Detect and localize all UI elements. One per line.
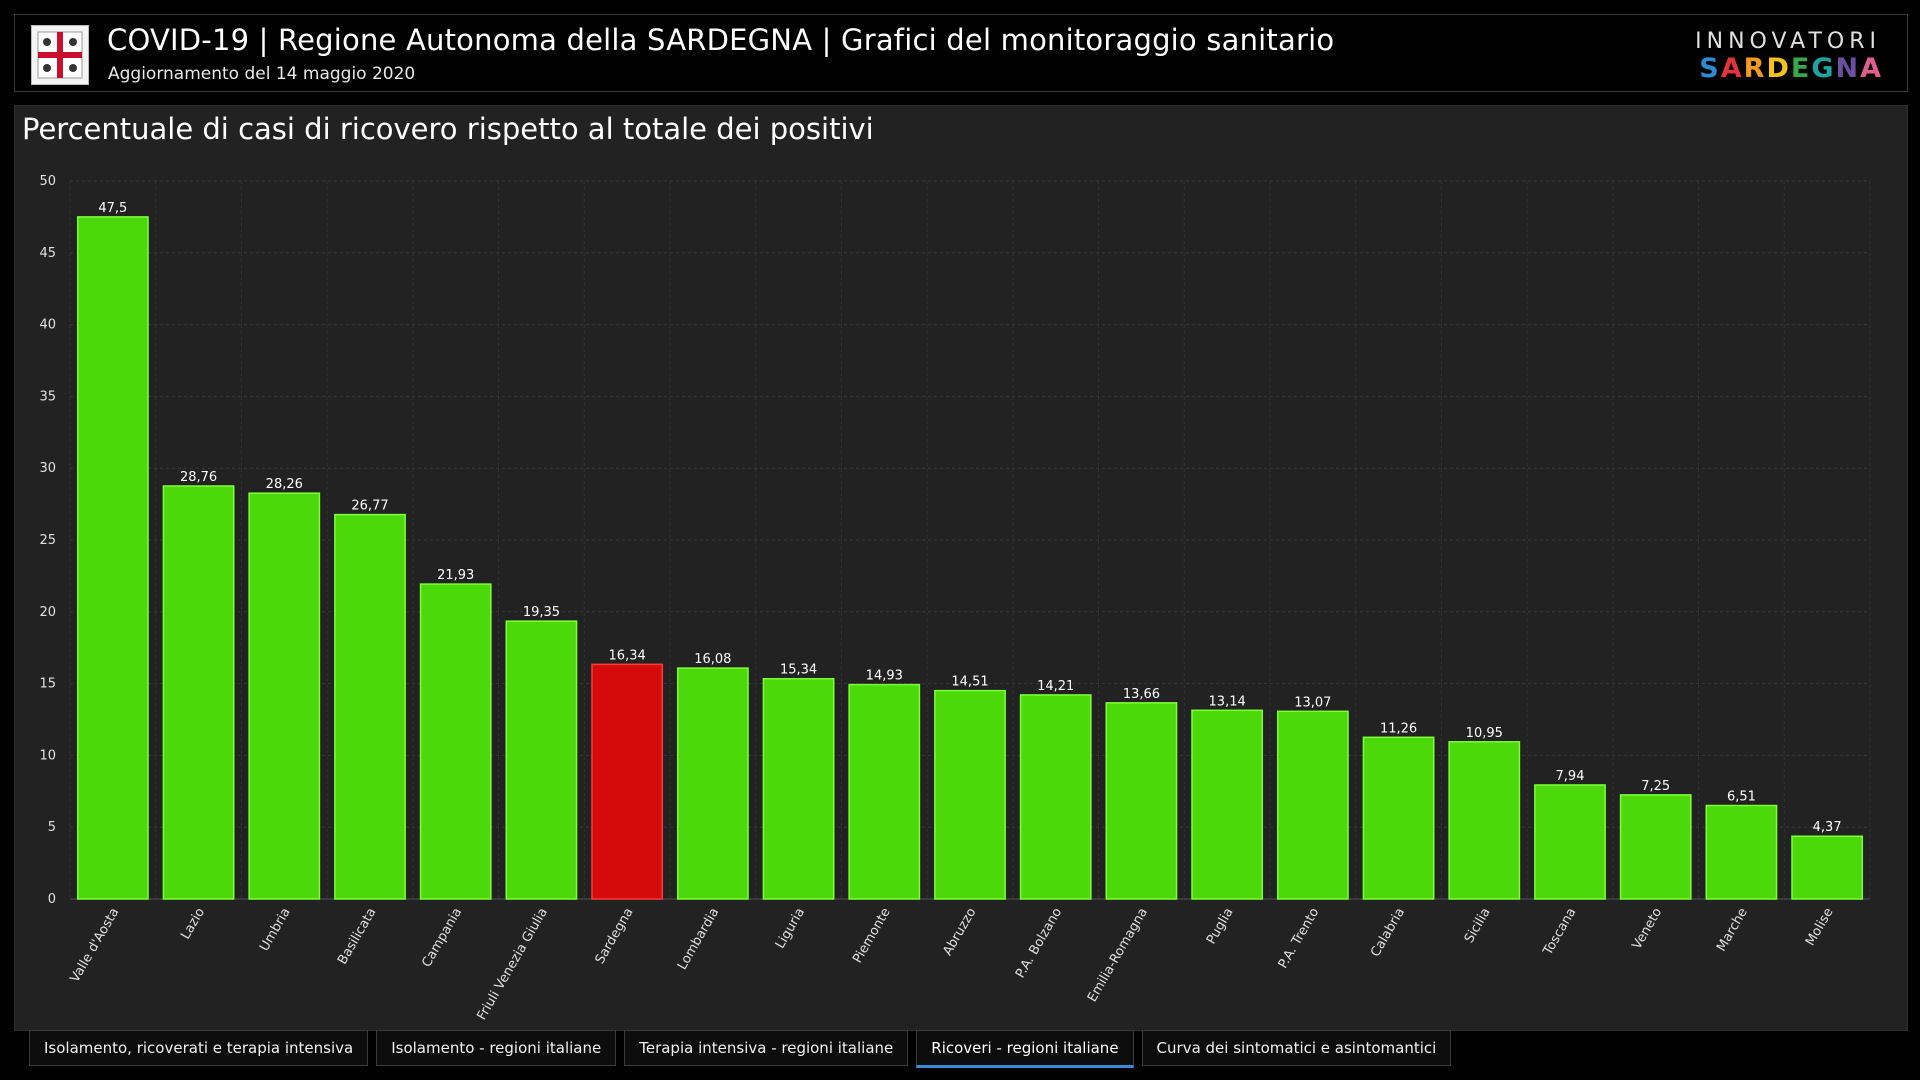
y-tick-label: 45 [39, 246, 56, 261]
data-label: 14,21 [1037, 679, 1074, 694]
bar-valle-d-aosta [76, 216, 149, 900]
bar-p-a-bolzano [1019, 694, 1092, 900]
data-label: 15,34 [780, 663, 817, 678]
bar-puglia [1191, 709, 1264, 900]
data-label: 26,77 [351, 499, 388, 514]
data-label: 28,76 [180, 470, 217, 485]
data-label: 16,34 [609, 648, 646, 663]
x-tick-label: Toscana [1540, 906, 1579, 959]
y-tick-label: 15 [39, 677, 56, 692]
x-tick-label: Emilia-Romagna [1085, 906, 1151, 1005]
data-label: 28,26 [266, 477, 303, 492]
brand-letter: N [1835, 53, 1861, 84]
brand-letter: E [1790, 53, 1812, 84]
data-label: 7,94 [1556, 769, 1585, 784]
y-tick-label: 20 [39, 605, 56, 620]
bar-molise [1791, 835, 1864, 900]
bar-chart: 0 5 10 15 20 25 30 35 40 45 50 47,5 Valle d'Aosta 28,… [39, 174, 1871, 1023]
data-label: 11,26 [1380, 721, 1417, 736]
x-tick-label: Abruzzo [940, 905, 979, 958]
y-tick-label: 50 [39, 174, 56, 189]
y-tick-label: 25 [39, 533, 56, 548]
x-tick-label: Calabria [1368, 906, 1408, 960]
tab-bar: Isolamento, ricoverati e terapia intensi… [29, 1030, 1452, 1068]
tab-1[interactable]: Isolamento, ricoverati e terapia intensi… [29, 1030, 369, 1066]
bar-p-a-trento [1276, 710, 1349, 900]
data-label: 19,35 [523, 605, 560, 620]
x-tick-label: Campania [419, 906, 465, 970]
bar-liguria [762, 677, 835, 900]
x-tick-label: Lombardia [675, 906, 722, 973]
x-tick-label: Puglia [1204, 906, 1237, 948]
tab-3[interactable]: Terapia intensiva - regioni italiane [624, 1030, 909, 1066]
bar-toscana [1534, 784, 1606, 900]
bar-basilicata [334, 513, 406, 900]
data-label: 13,66 [1123, 687, 1160, 702]
bar-sardegna [591, 663, 664, 900]
y-tick-label: 5 [48, 820, 56, 835]
x-tick-label: Marche [1714, 906, 1751, 955]
y-tick-label: 40 [39, 318, 56, 333]
x-tick-label: Umbria [257, 906, 294, 955]
bar-friuli-venezia-giulia [505, 620, 578, 900]
y-tick-label: 30 [39, 461, 56, 476]
tab-5[interactable]: Curva dei sintomatici e asintomantici [1141, 1030, 1452, 1066]
bar-emilia-romagna [1105, 702, 1178, 900]
x-tick-label: Piemonte [850, 906, 894, 966]
x-tick-label: Veneto [1630, 905, 1666, 952]
brand-letter: A [1860, 53, 1883, 84]
page-title: COVID-19 | Regione Autonoma della SARDEG… [107, 23, 1335, 57]
data-label: 13,07 [1294, 695, 1331, 710]
y-tick-label: 35 [39, 389, 56, 404]
x-tick-label: Liguria [773, 906, 808, 952]
data-label: 21,93 [437, 568, 474, 583]
tab-4[interactable]: Ricoveri - regioni italiane [916, 1030, 1134, 1068]
bar-lombardia [676, 667, 749, 900]
y-tick-label: 10 [39, 748, 56, 763]
brand-letter: G [1811, 53, 1836, 84]
brand-letter: S [1699, 53, 1721, 84]
x-tick-label: Friuli Venezia Giulia [474, 906, 550, 1023]
data-label: 16,08 [694, 652, 731, 667]
chart-title: Percentuale di casi di ricovero rispetto… [22, 112, 874, 146]
chart-panel: Percentuale di casi di ricovero rispetto… [14, 105, 1908, 1031]
data-label: 14,93 [866, 669, 903, 684]
bar-piemonte [848, 683, 921, 900]
bar-calabria [1362, 736, 1435, 900]
brand-innovatori: INNOVATORI [1695, 29, 1881, 54]
sardinia-crest-logo [31, 25, 89, 85]
x-tick-label: Sicilia [1462, 906, 1494, 946]
x-tick-label: Lazio [178, 905, 208, 942]
bar-sicilia [1448, 741, 1521, 900]
x-tick-label: Basilicata [335, 906, 379, 968]
bar-campania [419, 583, 492, 900]
data-label: 14,51 [951, 675, 988, 690]
brand-letter: D [1766, 53, 1791, 84]
brand-sardegna-logo: SARDEGNA [1699, 53, 1883, 84]
x-tick-label: P.A. Bolzano [1013, 905, 1065, 980]
tab-2[interactable]: Isolamento - regioni italiane [376, 1030, 617, 1066]
data-label: 6,51 [1727, 790, 1756, 805]
x-tick-label: Valle d'Aosta [68, 906, 123, 986]
data-label: 10,95 [1466, 726, 1503, 741]
bar-abruzzo [934, 689, 1006, 900]
bar-lazio [162, 485, 235, 900]
update-date: Aggiornamento del 14 maggio 2020 [108, 64, 416, 84]
brand-letter: A [1720, 53, 1744, 84]
x-tick-label: P.A. Trento [1276, 905, 1323, 971]
bar-umbria [248, 492, 321, 900]
data-label: 13,14 [1209, 694, 1246, 709]
y-tick-label: 0 [48, 892, 56, 907]
brand-letter: R [1743, 53, 1767, 84]
x-tick-label: Molise [1803, 906, 1837, 949]
bar-veneto [1619, 794, 1692, 900]
header-bar: COVID-19 | Regione Autonoma della SARDEG… [14, 14, 1908, 92]
data-label: 7,25 [1641, 779, 1670, 794]
bar-marche [1705, 804, 1778, 900]
data-label: 4,37 [1813, 820, 1842, 835]
x-tick-label: Sardegna [593, 906, 637, 967]
data-label: 47,5 [98, 201, 127, 216]
